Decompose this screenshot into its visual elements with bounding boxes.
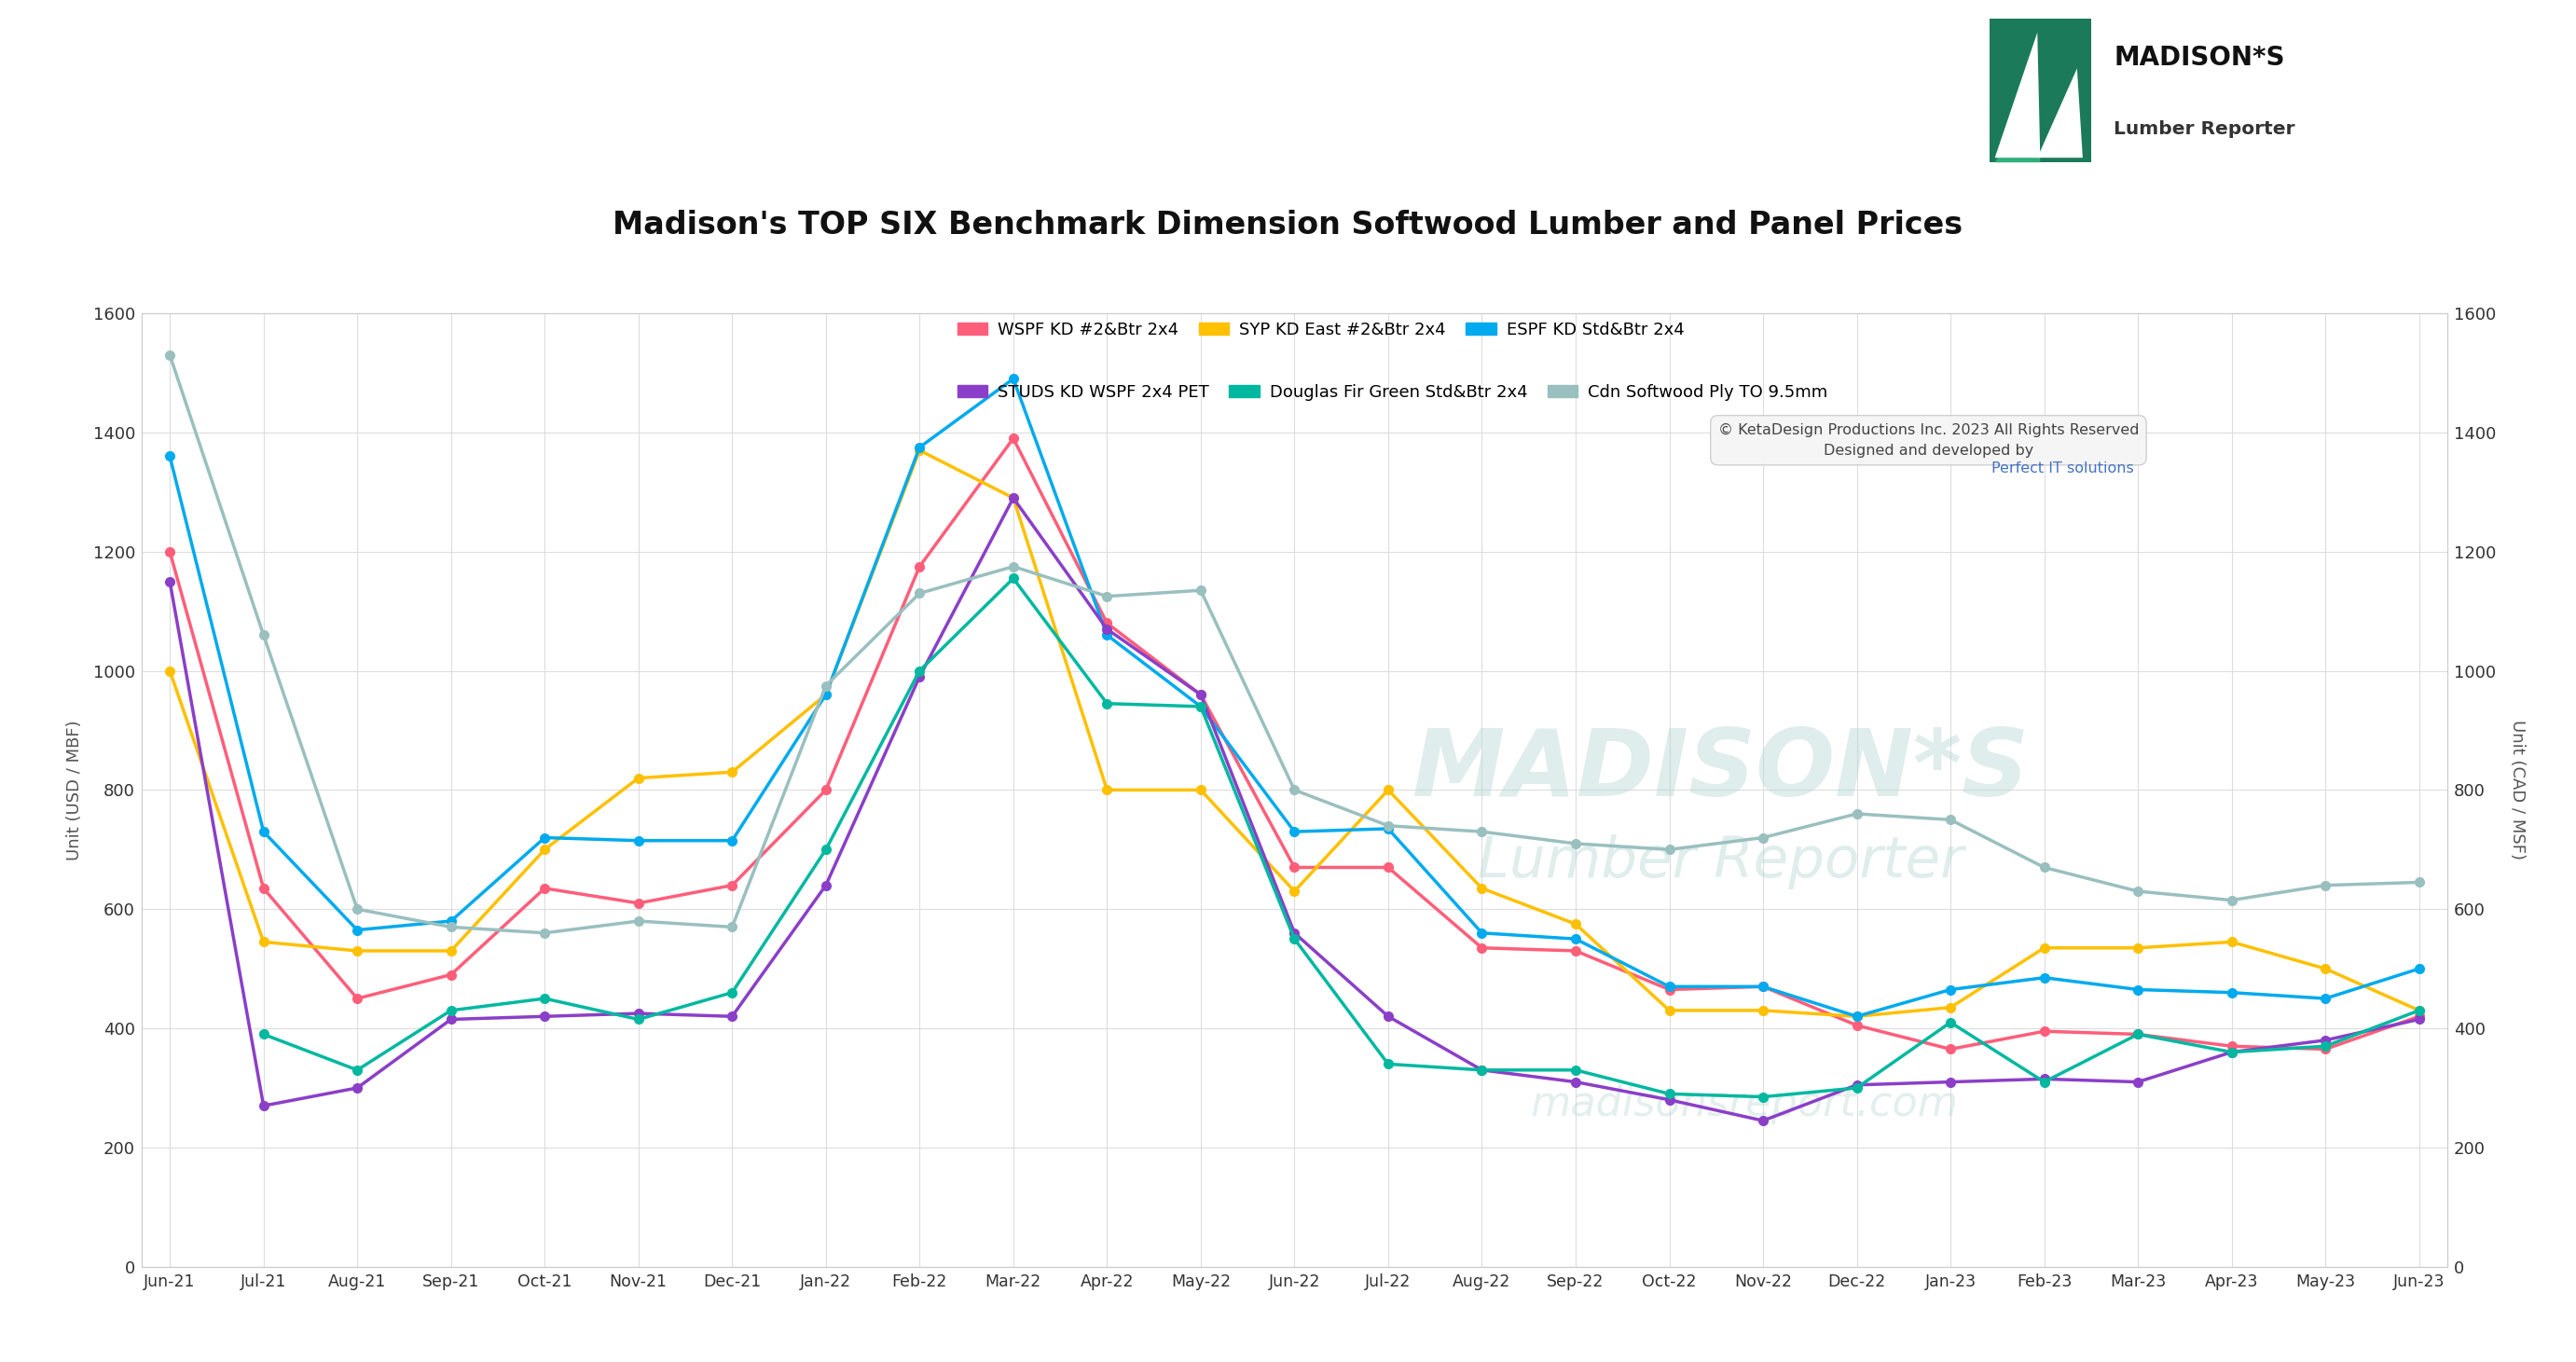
Text: 2023: 2023 (240, 75, 325, 105)
Text: 30,: 30, (165, 75, 219, 105)
Text: Lumber Reporter: Lumber Reporter (2115, 121, 2295, 139)
Polygon shape (2038, 68, 2084, 158)
Text: Madison's TOP SIX Benchmark Dimension Softwood Lumber and Panel Prices: Madison's TOP SIX Benchmark Dimension So… (613, 210, 1963, 240)
FancyBboxPatch shape (1989, 18, 2092, 162)
Y-axis label: Unit (CAD / MSF): Unit (CAD / MSF) (2509, 720, 2524, 859)
Text: Perfect IT solutions: Perfect IT solutions (1991, 460, 2133, 475)
Polygon shape (1994, 91, 2040, 162)
Text: © KetaDesign Productions Inc. 2023 All Rights Reserved
Designed and developed by: © KetaDesign Productions Inc. 2023 All R… (1718, 422, 2138, 458)
Text: MADISON*S: MADISON*S (1412, 726, 2030, 816)
Polygon shape (1994, 33, 2040, 158)
Text: MADISON*S: MADISON*S (2115, 45, 2285, 71)
Legend: STUDS KD WSPF 2x4 PET, Douglas Fir Green Std&Btr 2x4, Cdn Softwood Ply TO 9.5mm: STUDS KD WSPF 2x4 PET, Douglas Fir Green… (958, 384, 1829, 400)
Text: June: June (72, 75, 147, 105)
Y-axis label: Unit (USD / MBF): Unit (USD / MBF) (67, 719, 82, 861)
Text: madisonsreport.com: madisonsreport.com (1530, 1084, 1958, 1125)
Text: Lumber Reporter: Lumber Reporter (1479, 834, 1963, 889)
